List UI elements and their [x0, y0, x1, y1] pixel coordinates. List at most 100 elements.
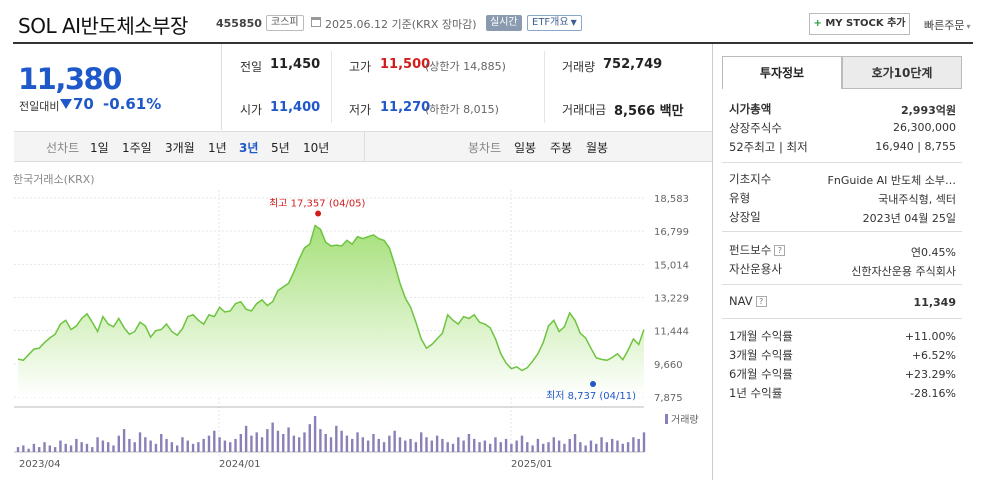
- volume-bar: [626, 442, 630, 452]
- volume-bar: [600, 437, 603, 452]
- 52w-low: 8,755: [924, 140, 957, 153]
- return-3m-label: 3개월 수익률: [729, 348, 793, 362]
- volume-bar: [117, 435, 120, 452]
- panel-divider: [712, 44, 713, 480]
- volume-bar: [106, 442, 110, 452]
- y-tick-label: 11,444: [654, 327, 689, 338]
- change-amount: 70: [73, 95, 94, 113]
- volume-bar: [170, 442, 174, 452]
- period-1w[interactable]: 1주일: [122, 141, 152, 155]
- current-price: 11,380: [18, 62, 122, 96]
- price-line: [17, 224, 645, 372]
- volume-bar: [610, 438, 614, 452]
- low-label: 최저 8,737 (04/11): [546, 390, 636, 402]
- price-chart[interactable]: 18,583 16,799 15,014 13,229 11,444 9,660 7,875…: [14, 190, 712, 475]
- fund-fee-label: 펀드보수?: [729, 242, 786, 258]
- open-value: 11,400: [270, 100, 321, 115]
- volume-bar: [504, 438, 508, 452]
- x-tick-label: 2025/01: [511, 459, 553, 470]
- volume-bar: [605, 442, 609, 452]
- volume-bar: [213, 430, 216, 452]
- volume-bar: [515, 440, 518, 452]
- candle-chart-label: 봉차트: [468, 141, 502, 155]
- volume-value: 752,749: [603, 57, 663, 72]
- volume-bar: [75, 438, 78, 452]
- volume-bar: [419, 432, 423, 452]
- etf-overview-dropdown[interactable]: ETF개요 ▼: [527, 15, 582, 31]
- summary-divider: [331, 51, 332, 123]
- volume-bar: [229, 442, 232, 452]
- price-box: [14, 44, 222, 130]
- 52w-high: 16,940: [875, 140, 914, 153]
- help-icon[interactable]: ?: [755, 296, 767, 307]
- volume-bar: [621, 443, 624, 452]
- period-1y[interactable]: 1년: [208, 141, 227, 155]
- volume-bar: [488, 443, 492, 452]
- section-divider: [722, 162, 962, 163]
- volume-bar: [144, 437, 147, 452]
- chart-source: 한국거래소(KRX): [13, 173, 95, 186]
- volume-legend-swatch: [665, 414, 668, 424]
- volume-bar: [425, 437, 428, 452]
- period-10y[interactable]: 10년: [303, 141, 330, 155]
- header-divider: [13, 42, 973, 44]
- fund-type-label: 유형: [729, 191, 751, 205]
- volume-bar: [584, 445, 587, 452]
- price-area: [18, 225, 644, 397]
- candle-daily[interactable]: 일봉: [514, 141, 537, 155]
- trade-amount-label: 거래대금: [562, 103, 607, 117]
- 52w-range-value: 16,940 | 8,755: [875, 140, 957, 153]
- y-tick-label: 15,014: [654, 260, 689, 271]
- fund-fee-value: 연0.45%: [910, 246, 956, 259]
- volume-bar: [478, 442, 481, 452]
- period-3y[interactable]: 3년: [239, 141, 259, 155]
- volume-bar: [377, 438, 380, 452]
- volume-bar: [414, 442, 418, 452]
- caret-down-icon: ▾: [966, 22, 971, 31]
- volume-bar: [547, 442, 550, 452]
- volume-bar: [43, 442, 46, 452]
- volume-bar: [642, 432, 646, 452]
- period-3m[interactable]: 3개월: [165, 141, 195, 155]
- my-stock-add-button[interactable]: + MY STOCK 추가: [809, 13, 910, 35]
- y-tick-label: 18,583: [654, 194, 689, 205]
- asset-manager-value: 신한자산운용 주식회사: [851, 265, 956, 278]
- prev-close-value: 11,450: [270, 57, 321, 72]
- return-1y-value: -28.16%: [910, 387, 956, 400]
- volume-bar: [510, 443, 513, 452]
- volume-legend-label: 거래량: [671, 414, 699, 426]
- fund-fee-text: 펀드보수: [729, 243, 772, 257]
- tab-investment-info[interactable]: 투자정보: [722, 56, 842, 89]
- volume-bar: [446, 442, 449, 452]
- candle-monthly[interactable]: 월봉: [586, 141, 609, 155]
- volume-bar: [239, 434, 243, 452]
- help-icon[interactable]: ?: [774, 245, 786, 256]
- period-1d[interactable]: 1일: [90, 141, 109, 155]
- listing-date-label: 상장일: [729, 210, 761, 224]
- market-cap-value: 2,993억원: [900, 104, 956, 117]
- volume-bar: [287, 427, 290, 452]
- volume-bar: [250, 435, 253, 452]
- volume-bar: [457, 437, 460, 452]
- volume-bar: [366, 440, 370, 452]
- tab-order-book[interactable]: 호가10단계: [842, 56, 962, 89]
- volume-bar: [324, 434, 327, 452]
- volume-bar: [573, 434, 577, 452]
- fund-type-value: 국내주식형, 섹터: [878, 193, 956, 206]
- realtime-button[interactable]: 실시간: [486, 15, 522, 31]
- etf-code: 455850: [216, 17, 262, 30]
- section-divider: [722, 284, 962, 285]
- volume-bar: [531, 445, 534, 452]
- volume-bar: [542, 443, 545, 452]
- candle-weekly[interactable]: 주봉: [550, 141, 573, 155]
- volume-bar: [409, 438, 412, 452]
- return-6m-value: +23.29%: [904, 368, 956, 381]
- volume-bar: [207, 435, 211, 452]
- volume-bar: [467, 434, 471, 452]
- volume-bar: [91, 447, 94, 452]
- high-label: 고가: [349, 60, 372, 74]
- volume-bar: [223, 440, 227, 452]
- period-5y[interactable]: 5년: [271, 141, 290, 155]
- asset-manager-label: 자산운용사: [729, 262, 782, 276]
- quick-order-menu[interactable]: 빠른주문 ▾: [924, 17, 971, 33]
